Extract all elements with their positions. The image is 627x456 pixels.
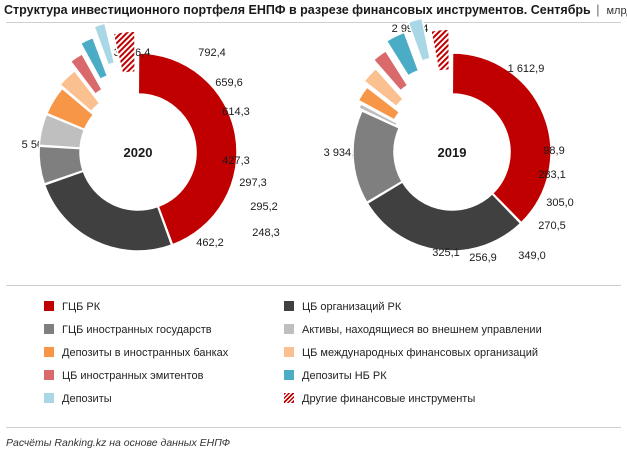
page-title: Структура инвестиционного портфеля ЕНПФ … <box>4 3 627 17</box>
legend-label: Другие финансовые инструменты <box>302 393 476 405</box>
legend-label: ГЦБ РК <box>62 301 101 313</box>
value-label-cb-foreign-issuers: 270,5 <box>538 220 566 232</box>
legend-item-deposits: Депозиты <box>44 392 112 406</box>
legend-label: Депозиты НБ РК <box>302 370 387 382</box>
slice-other <box>112 30 136 75</box>
donut-charts: 5 560,93 166,4792,4659,6614,3427,3297,32… <box>22 17 574 264</box>
value-label-assets-external: 98,9 <box>543 145 564 157</box>
legend-swatch <box>44 370 54 380</box>
value-label-deposits-nb: 295,2 <box>250 201 278 213</box>
legend-swatch <box>284 370 294 380</box>
value-label-deposits-foreign: 614,3 <box>222 106 250 118</box>
value-label-deposits: 248,3 <box>252 227 280 239</box>
value-label-deposits: 256,9 <box>469 252 497 264</box>
legend-item-gcb-rk: ГЦБ РК <box>44 300 100 314</box>
title-text: Структура инвестиционного портфеля ЕНПФ … <box>4 3 591 17</box>
legend-swatch <box>44 301 54 311</box>
title-separator: | <box>596 3 600 17</box>
slice-cb-foreign-issuers <box>372 49 409 92</box>
value-label-cb-foreign-issuers: 297,3 <box>239 177 267 189</box>
legend-item-cb-org-rk: ЦБ организаций РК <box>284 300 401 314</box>
slice-assets-external <box>357 102 399 127</box>
legend-divider-bottom <box>6 427 621 428</box>
value-label-other: 462,2 <box>196 237 224 249</box>
slice-cb-org-rk <box>366 181 522 252</box>
slice-cb-org-rk <box>43 170 173 252</box>
slice-deposits-foreign <box>357 86 401 121</box>
value-label-gcb-foreign: 1 612,9 <box>508 63 545 75</box>
value-label-deposits-nb: 349,0 <box>518 250 546 262</box>
slice-gcb-foreign <box>352 109 404 204</box>
value-label-assets-external: 659,6 <box>215 77 243 89</box>
legend-item-cb-foreign-issuers: ЦБ иностранных эмитентов <box>44 369 203 383</box>
slice-deposits <box>407 17 432 62</box>
legend-item-deposits-foreign: Депозиты в иностранных банках <box>44 346 228 360</box>
legend-swatch <box>44 324 54 334</box>
slice-deposits-foreign <box>45 87 95 131</box>
legend-item-cb-intl: ЦБ международных финансовых организаций <box>284 346 538 360</box>
center-label: 2019 <box>438 145 467 160</box>
legend-label: Активы, находящиеся во внешнем управлени… <box>302 324 542 336</box>
legend-label: Депозиты в иностранных банках <box>62 347 229 359</box>
legend-label: Депозиты <box>62 393 112 405</box>
legend-swatch <box>284 324 294 334</box>
legend-item-assets-external: Активы, находящиеся во внешнем управлени… <box>284 323 542 337</box>
slice-cb-intl <box>363 67 405 108</box>
title-divider <box>6 22 621 23</box>
legend-swatch <box>284 393 294 403</box>
source-note: Расчёты Ranking.kz на основе данных ЕНПФ <box>6 437 231 449</box>
slice-cb-intl <box>58 69 101 113</box>
slice-deposits-nb <box>79 36 109 81</box>
donut-2020: 5 560,93 166,4792,4659,6614,3427,3297,32… <box>22 22 280 252</box>
legend-swatch <box>44 393 54 403</box>
slice-other <box>430 28 451 73</box>
legend-divider-top <box>6 285 621 286</box>
legend-swatch <box>284 347 294 357</box>
legend-label: ЦБ организаций РК <box>302 301 402 313</box>
value-label-other: 325,1 <box>432 247 460 259</box>
slice-gcb-rk <box>451 52 552 224</box>
legend-swatch <box>44 347 54 357</box>
legend-label: ЦБ международных финансовых организаций <box>302 347 538 359</box>
slice-cb-foreign-issuers <box>69 52 104 96</box>
slice-deposits <box>93 22 116 66</box>
slice-deposits-nb <box>385 31 420 77</box>
value-label-deposits-foreign: 283,1 <box>538 169 566 181</box>
value-label-cb-intl: 427,3 <box>222 155 250 167</box>
legend-label: ГЦБ иностранных государств <box>62 324 212 336</box>
center-label: 2020 <box>124 145 153 160</box>
legend-swatch <box>284 301 294 311</box>
donut-2019: 3 934,42 990,41 612,998,9283,1305,0270,5… <box>324 17 574 264</box>
legend-item-deposits-nb: Депозиты НБ РК <box>284 369 387 383</box>
slice-gcb-foreign <box>38 145 85 185</box>
value-label-gcb-foreign: 792,4 <box>198 47 226 59</box>
unit-label: млрд тг <box>606 5 627 17</box>
legend-item-other: Другие финансовые инструменты <box>284 392 475 406</box>
value-label-gcb-rk: 3 934,4 <box>324 147 361 159</box>
value-label-cb-intl: 305,0 <box>546 197 574 209</box>
legend-item-gcb-foreign: ГЦБ иностранных государств <box>44 323 212 337</box>
slice-gcb-rk <box>137 52 238 246</box>
legend-label: ЦБ иностранных эмитентов <box>62 370 204 382</box>
